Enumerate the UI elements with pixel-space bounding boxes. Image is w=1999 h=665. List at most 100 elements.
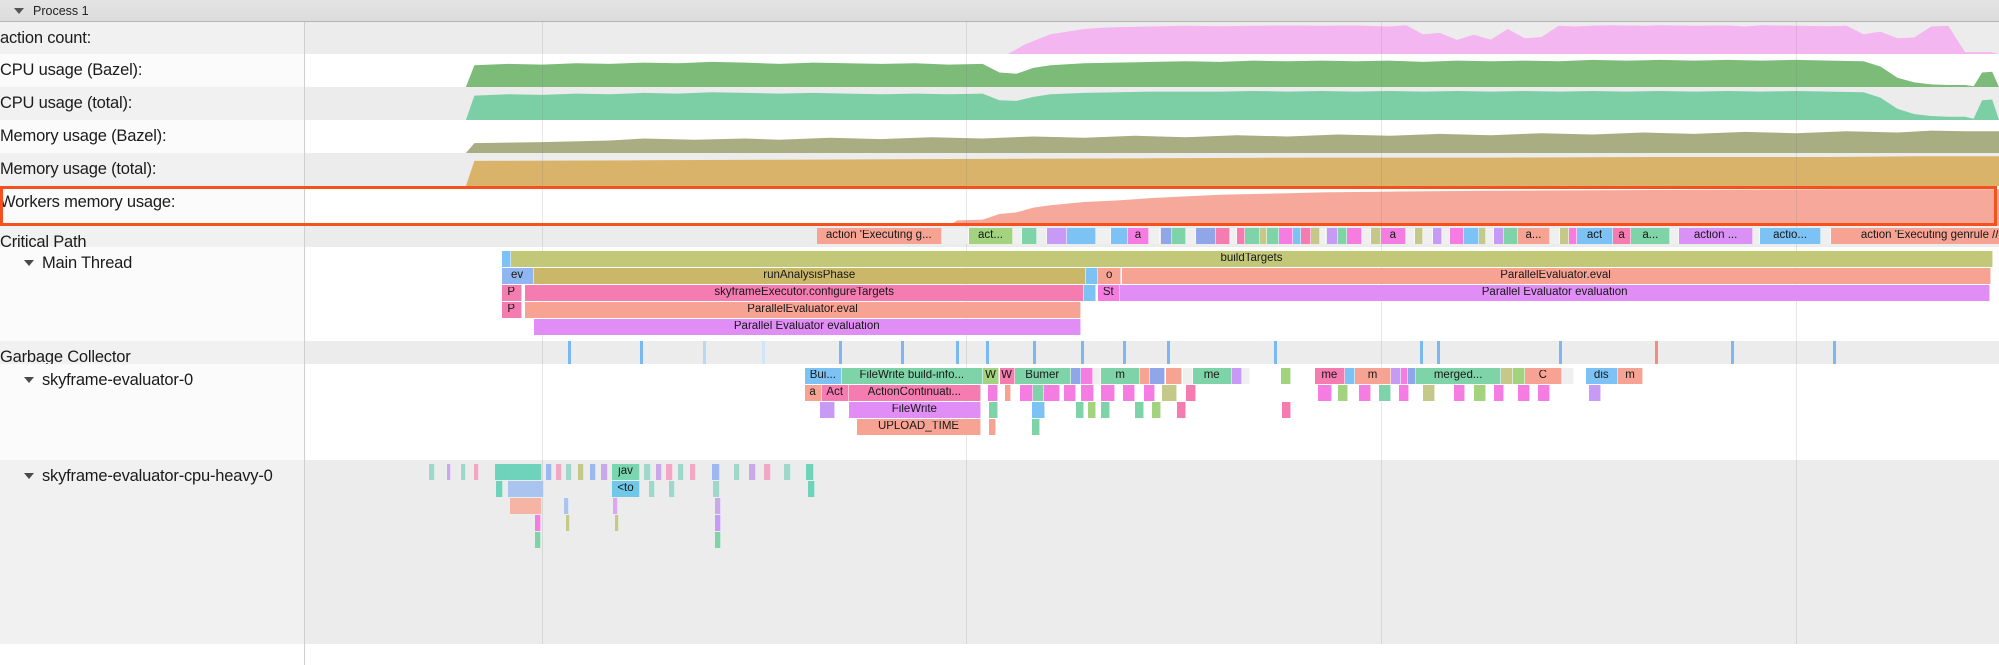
- flame-block[interactable]: [496, 481, 504, 497]
- flame-block[interactable]: [1004, 385, 1012, 401]
- flame-block[interactable]: [1236, 228, 1246, 244]
- flame-block[interactable]: [1084, 285, 1097, 301]
- flame-block[interactable]: action 'Executing genrule //de...: [1831, 228, 1999, 244]
- flame-block[interactable]: [1670, 228, 1679, 244]
- flame-block[interactable]: [1494, 385, 1505, 401]
- flame-block[interactable]: act...: [969, 228, 1013, 244]
- track-label-critical-path[interactable]: Critical Path: [0, 226, 305, 251]
- flame-block[interactable]: Bui...: [804, 368, 842, 384]
- flame-block[interactable]: [1292, 228, 1302, 244]
- flame-block[interactable]: [1399, 385, 1410, 401]
- track-label-cpu-usage-bazel[interactable]: CPU usage (Bazel):: [0, 54, 305, 87]
- flame-block[interactable]: [711, 464, 721, 480]
- flame-block[interactable]: [1111, 228, 1129, 244]
- flame-block[interactable]: a: [1612, 228, 1632, 244]
- flame-block[interactable]: [1311, 228, 1320, 244]
- flame-block[interactable]: [1338, 385, 1349, 401]
- flame-block[interactable]: [1406, 228, 1415, 244]
- flame-block[interactable]: [510, 498, 543, 514]
- flame-block[interactable]: C: [1524, 368, 1562, 384]
- flame-block[interactable]: [1550, 228, 1561, 244]
- flame-block[interactable]: [1031, 419, 1041, 435]
- flame-block[interactable]: [1338, 228, 1347, 244]
- flame-block[interactable]: m: [1101, 368, 1141, 384]
- flame-block[interactable]: a: [1128, 228, 1149, 244]
- track-row-skyframe-evaluator-cpu-heavy-0[interactable]: skyframe-evaluator-cpu-heavy-0 jav <to: [0, 460, 1999, 644]
- flame-block[interactable]: m: [1355, 368, 1391, 384]
- flame-block[interactable]: a...: [1517, 228, 1551, 244]
- track-canvas-skyframe-evaluator-0[interactable]: Bui... FileWrite build-info... W W Bumer m me m…: [305, 364, 1999, 460]
- flame-block[interactable]: [1358, 385, 1371, 401]
- flame-block[interactable]: [1033, 385, 1044, 401]
- flame-block[interactable]: buildTargets: [510, 251, 1994, 267]
- flame-block[interactable]: [447, 464, 452, 480]
- flame-block[interactable]: [1140, 368, 1151, 384]
- track-row-action-count[interactable]: action count:: [0, 22, 1999, 54]
- flame-block[interactable]: [1019, 385, 1034, 401]
- flame-block[interactable]: [1453, 385, 1466, 401]
- gc-tick[interactable]: [567, 341, 571, 364]
- flame-block[interactable]: dis: [1585, 368, 1618, 384]
- gc-tick[interactable]: [1436, 341, 1440, 364]
- flame-block[interactable]: [1047, 228, 1068, 244]
- flame-block[interactable]: [1501, 368, 1513, 384]
- flame-block[interactable]: UPLOAD_TIME: [857, 419, 981, 435]
- flame-block[interactable]: ev: [501, 268, 534, 284]
- flame-block[interactable]: [589, 464, 597, 480]
- flame-block[interactable]: [1589, 385, 1601, 401]
- gc-tick[interactable]: [1080, 341, 1084, 364]
- flame-block[interactable]: [1162, 385, 1178, 401]
- flame-block[interactable]: [1021, 228, 1037, 244]
- flame-block[interactable]: [1463, 228, 1479, 244]
- flame-block[interactable]: [1512, 368, 1525, 384]
- flame-block[interactable]: [1196, 228, 1217, 244]
- flame-block[interactable]: [1080, 368, 1093, 384]
- gc-tick[interactable]: [1833, 341, 1836, 364]
- flame-block[interactable]: [428, 464, 435, 480]
- flame-block[interactable]: [1150, 368, 1166, 384]
- flame-block[interactable]: [1101, 385, 1115, 401]
- gc-tick[interactable]: [703, 341, 707, 364]
- flame-block[interactable]: [714, 515, 721, 531]
- flame-block[interactable]: ParallelEvaluator.eval: [1121, 268, 1991, 284]
- flame-block[interactable]: [669, 481, 676, 497]
- flame-block[interactable]: FileWrite: [848, 402, 981, 418]
- flame-block[interactable]: [1148, 228, 1161, 244]
- track-row-critical-path[interactable]: Critical Path action 'Executing g... act.…: [0, 226, 1999, 251]
- flame-block[interactable]: [1560, 228, 1569, 244]
- flame-block[interactable]: [748, 464, 756, 480]
- track-row-main-thread[interactable]: Main Thread buildTargets ev runAnalysisPha…: [0, 247, 1999, 341]
- flame-block[interactable]: [677, 464, 684, 480]
- gc-tick[interactable]: [1274, 341, 1277, 364]
- flame-block[interactable]: [1485, 228, 1495, 244]
- flame-block[interactable]: [1172, 228, 1186, 244]
- track-row-memory-usage-bazel[interactable]: Memory usage (Bazel):: [0, 120, 1999, 153]
- flame-block[interactable]: ActionContinuati...: [848, 385, 981, 401]
- flame-block[interactable]: [665, 464, 673, 480]
- gc-tick[interactable]: [762, 341, 766, 364]
- flame-block[interactable]: [1135, 402, 1144, 418]
- flame-block[interactable]: [806, 464, 814, 480]
- track-canvas-main-thread[interactable]: buildTargets ev runAnalysisPhase o ParallelE…: [305, 247, 1999, 341]
- flame-block[interactable]: [1407, 368, 1417, 384]
- flame-block[interactable]: action ...: [1678, 228, 1754, 244]
- flame-block[interactable]: [1494, 228, 1505, 244]
- flame-block[interactable]: [1080, 385, 1095, 401]
- flame-block[interactable]: [1568, 228, 1578, 244]
- flame-block[interactable]: [494, 464, 543, 480]
- flame-block[interactable]: [1450, 228, 1464, 244]
- flame-block[interactable]: [1031, 402, 1046, 418]
- flame-block[interactable]: [1067, 228, 1097, 244]
- flame-block[interactable]: [1561, 368, 1574, 384]
- track-label-skyframe-evaluator-0[interactable]: skyframe-evaluator-0: [0, 364, 305, 460]
- track-canvas-skyframe-evaluator-cpu-heavy-0[interactable]: jav <to: [305, 460, 1999, 644]
- track-canvas-garbage-collector[interactable]: [305, 341, 1999, 364]
- flame-block[interactable]: [1101, 402, 1110, 418]
- flame-block[interactable]: [1267, 228, 1280, 244]
- track-label-action-count[interactable]: action count:: [0, 22, 305, 54]
- flame-block[interactable]: [1279, 228, 1293, 244]
- track-row-skyframe-evaluator-0[interactable]: skyframe-evaluator-0 Bui... FileWrite bui…: [0, 364, 1999, 460]
- flame-block[interactable]: [1423, 385, 1435, 401]
- flame-block[interactable]: [565, 464, 572, 480]
- flame-block[interactable]: merged...: [1416, 368, 1501, 384]
